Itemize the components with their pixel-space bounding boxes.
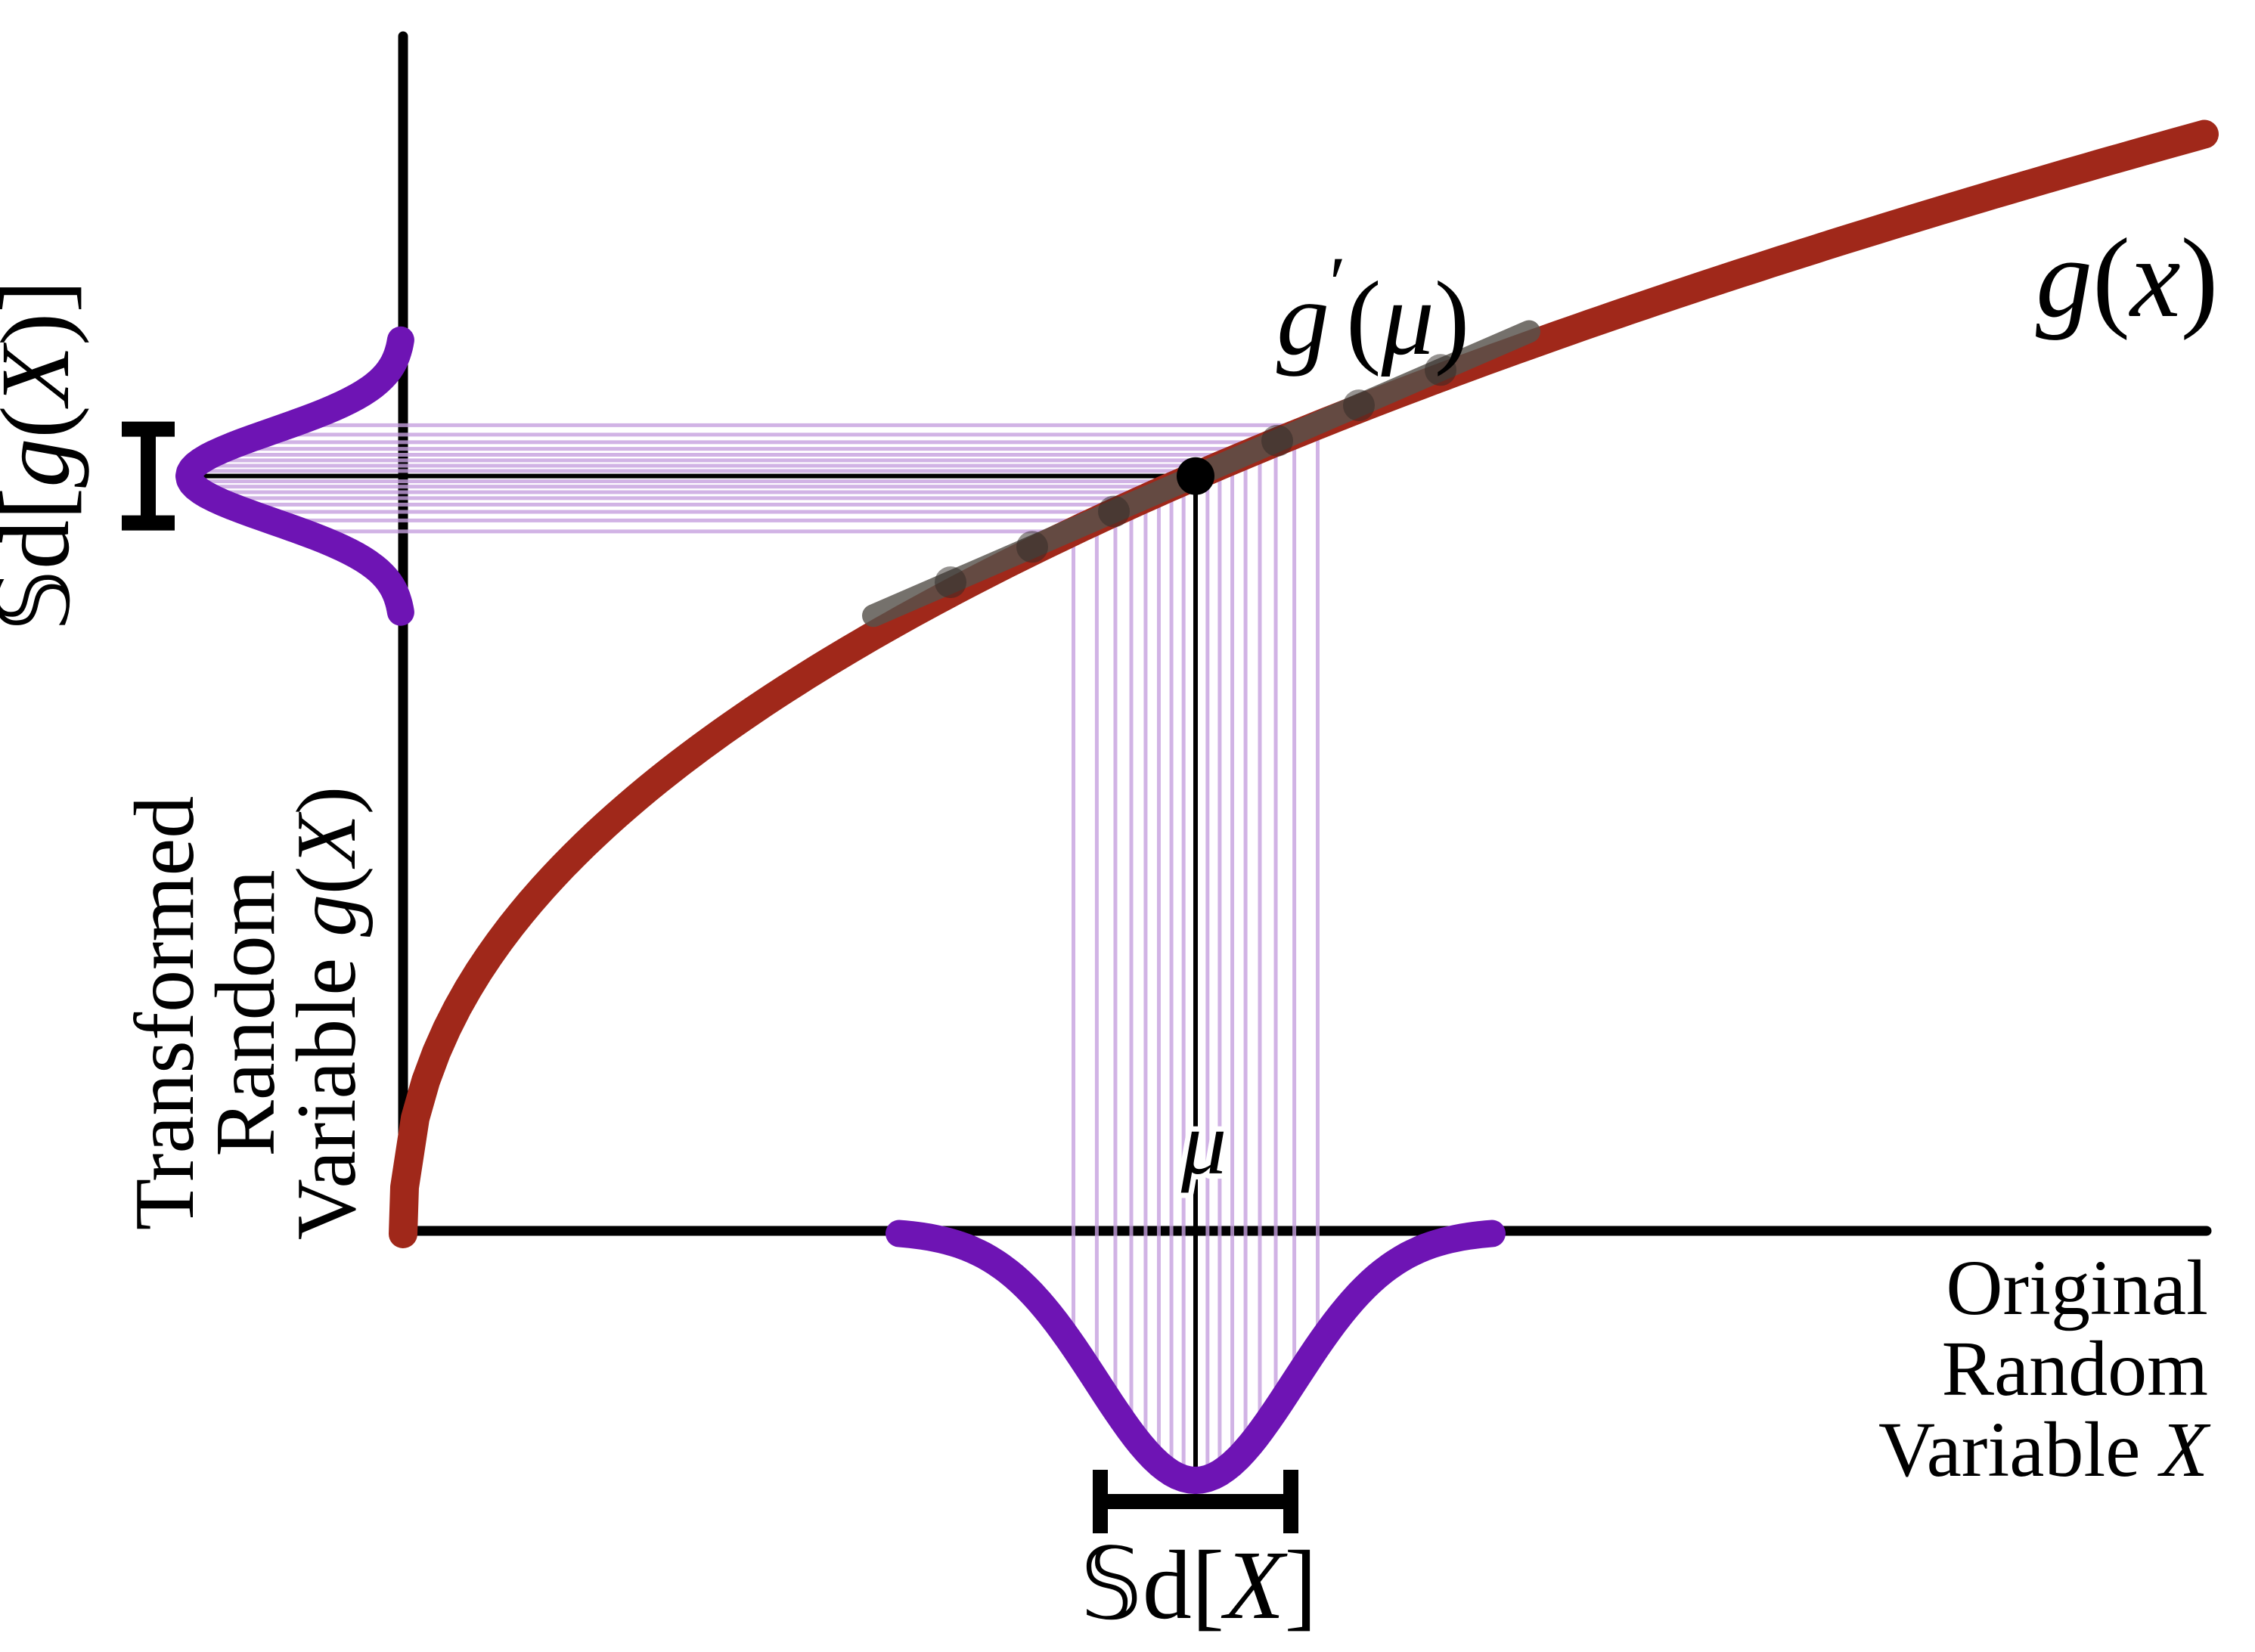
sd-gx-error-bar [122, 421, 175, 531]
label-sd-g-of-x: 𝕊d[g(X)] [0, 280, 92, 631]
y-axis-label-line-1: Transformed [118, 796, 212, 1231]
mean-point-dot [1177, 457, 1214, 495]
x-distribution-bell [886, 1220, 1506, 1494]
sd-x-error-bar [1093, 1470, 1298, 1533]
y-axis-label-line-3: Variable g(X) [280, 786, 374, 1240]
label-sd-x: 𝕊d[X] [1080, 1526, 1317, 1641]
sample-dot [935, 566, 966, 599]
label-g-of-x: g(x) [2036, 215, 2218, 341]
x-axis-label-line-1: Original [1946, 1244, 2208, 1331]
x-axis-label-line-2: Random [1942, 1325, 2208, 1412]
axes [398, 31, 2212, 1236]
quantile-map-lines [190, 423, 1320, 1479]
sample-dot [1261, 424, 1293, 457]
sample-dots [935, 354, 1456, 599]
sample-dot [1098, 495, 1130, 528]
label-g-prime-mu: g′(μ) [1276, 241, 1469, 377]
sample-dot [1343, 389, 1375, 422]
sample-dot [1425, 354, 1456, 386]
x-axis-label-line-3: Variable X [1878, 1406, 2210, 1493]
y-axis-label-line-2: Random [199, 869, 293, 1157]
label-mu: μ [1180, 1093, 1227, 1193]
sample-dot [1016, 531, 1048, 563]
gx-distribution-bell [175, 326, 414, 626]
